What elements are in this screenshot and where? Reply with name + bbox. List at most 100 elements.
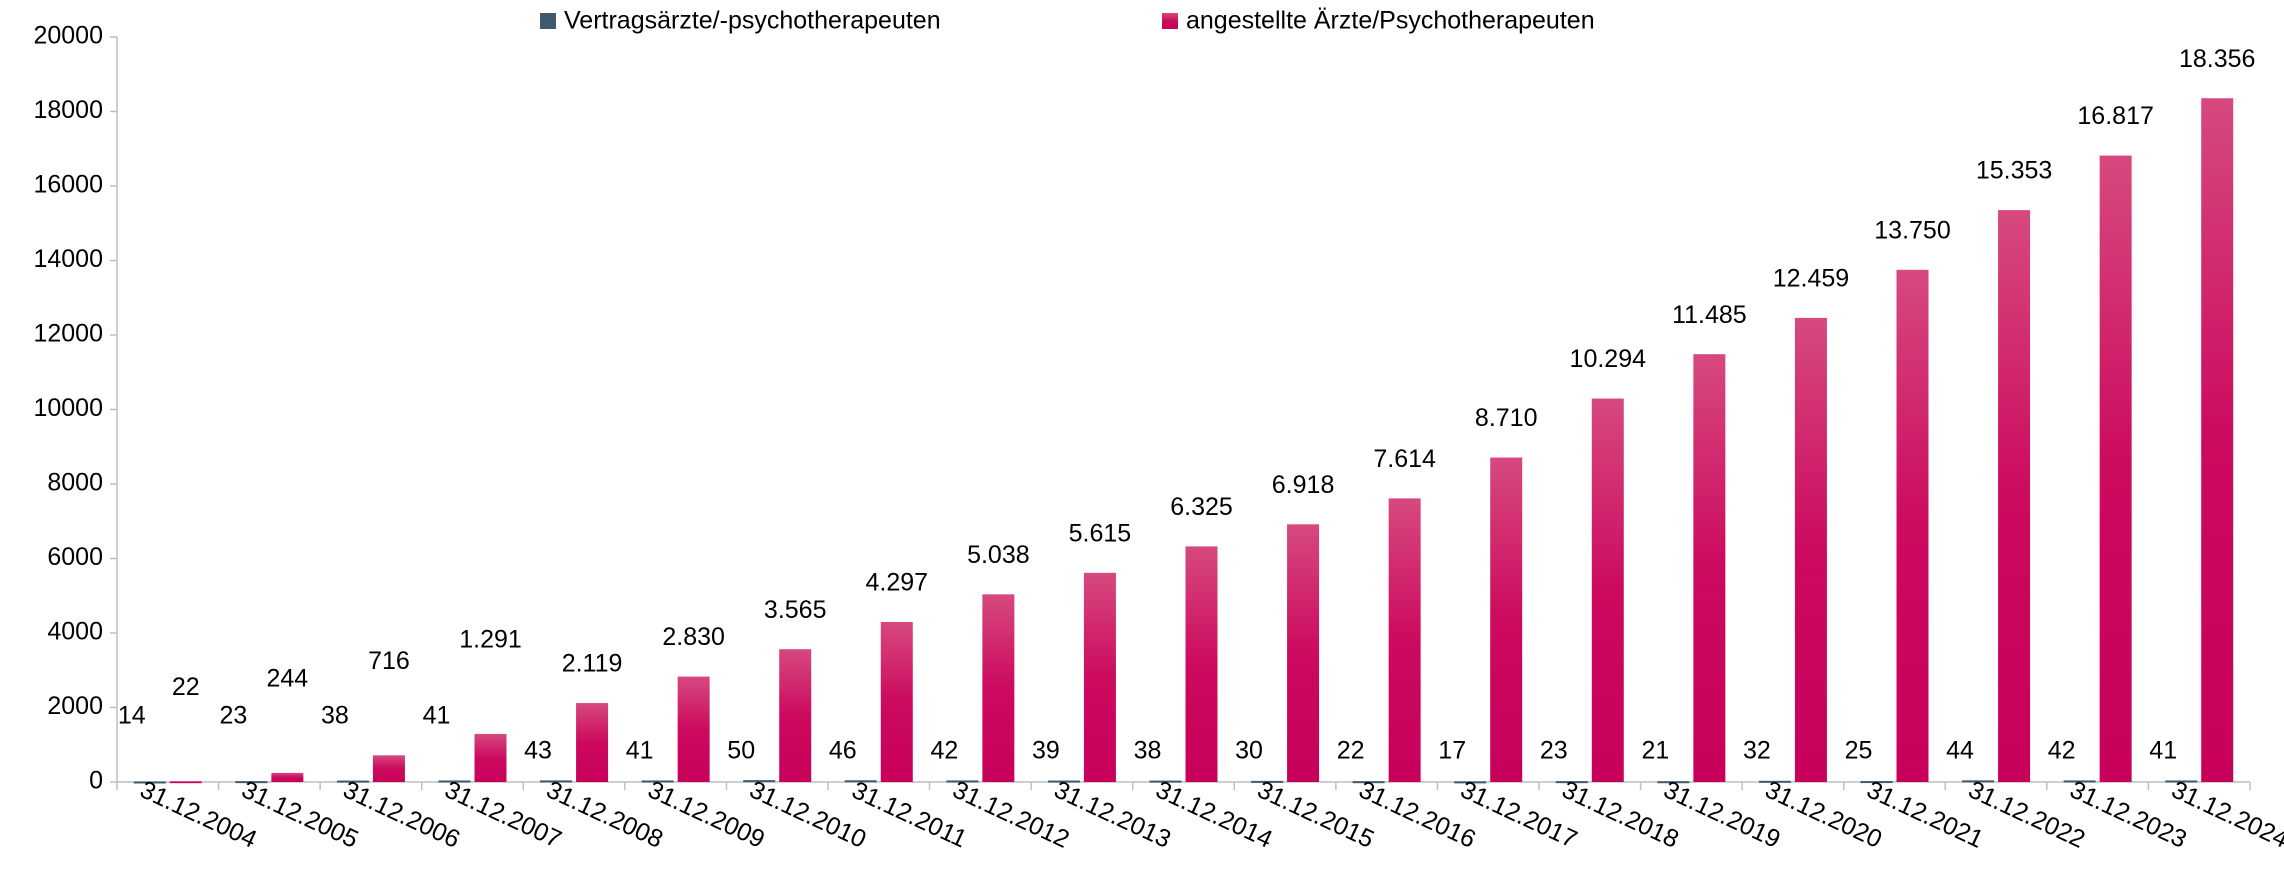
y-tick-label: 10000	[33, 394, 103, 422]
bar	[1998, 210, 2031, 782]
bar	[271, 772, 304, 782]
x-tick-label: 31.12.2024	[2167, 776, 2284, 854]
bar	[2165, 780, 2198, 783]
bar	[844, 780, 877, 783]
bar	[1555, 781, 1588, 784]
legend: Vertragsärzte/-psychotherapeuten angestel…	[540, 7, 1595, 35]
data-label: 8.710	[1475, 404, 1538, 432]
y-tick-label: 18000	[33, 96, 103, 124]
x-tick-label: 31.12.2009	[644, 776, 769, 854]
data-label: 38	[1134, 737, 1162, 765]
data-label: 6.918	[1272, 471, 1335, 499]
y-tick-label: 4000	[47, 618, 103, 646]
bar	[1083, 572, 1116, 782]
data-label: 5.615	[1069, 519, 1132, 547]
bar	[336, 780, 369, 783]
y-tick-label: 6000	[47, 543, 103, 571]
x-tick-label: 31.12.2016	[1355, 776, 1480, 854]
x-tick-label: 31.12.2005	[237, 776, 362, 854]
bar	[1149, 780, 1182, 783]
x-tick-label: 31.12.2018	[1558, 776, 1683, 854]
bar	[1962, 780, 1995, 783]
data-label: 32	[1743, 737, 1771, 765]
data-label: 6.325	[1170, 493, 1233, 521]
bar	[540, 780, 573, 783]
bar	[1860, 781, 1893, 784]
bar	[779, 649, 812, 782]
data-label: 17	[1438, 737, 1466, 765]
data-label: 2.119	[562, 650, 623, 678]
data-label: 41	[626, 737, 654, 765]
data-label: 41	[423, 702, 451, 730]
data-label: 41	[2149, 737, 2177, 765]
bar	[1657, 781, 1690, 784]
data-label: 16.817	[2077, 102, 2153, 130]
x-tick-label: 31.12.2013	[1050, 776, 1175, 854]
legend-label: angestellte Ärzte/Psychotherapeuten	[1186, 7, 1595, 35]
bar	[1490, 457, 1523, 782]
data-label: 14	[118, 702, 146, 730]
y-tick-label: 8000	[47, 469, 103, 497]
data-label: 21	[1641, 737, 1669, 765]
x-tick-label: 31.12.2007	[440, 776, 565, 854]
data-label: 50	[727, 737, 755, 765]
data-label: 7.614	[1373, 445, 1436, 473]
x-tick-label: 31.12.2006	[339, 776, 464, 854]
y-tick-label: 14000	[33, 245, 103, 273]
data-label: 43	[524, 737, 552, 765]
bar	[1287, 524, 1320, 782]
data-label: 46	[829, 737, 857, 765]
data-label: 22	[1337, 737, 1365, 765]
data-label: 22	[172, 673, 200, 701]
data-label: 25	[1845, 737, 1873, 765]
bar	[880, 621, 913, 782]
legend-label: Vertragsärzte/-psychotherapeuten	[564, 7, 941, 35]
data-label: 44	[1946, 737, 1974, 765]
bar	[1896, 269, 1929, 782]
bar	[743, 780, 776, 783]
x-tick-label: 31.12.2020	[1761, 776, 1886, 854]
bar	[576, 703, 609, 782]
legend-swatch	[1162, 13, 1178, 29]
data-label: 23	[219, 702, 247, 730]
data-label: 13.750	[1874, 216, 1950, 244]
data-label: 15.353	[1976, 157, 2052, 185]
data-label: 4.297	[866, 569, 929, 597]
x-tick-label: 31.12.2022	[1964, 776, 2089, 854]
legend-swatch	[540, 13, 556, 29]
x-tick-label: 31.12.2017	[1456, 776, 1581, 854]
bar	[1251, 780, 1284, 783]
data-label: 30	[1235, 737, 1263, 765]
bar	[946, 780, 979, 783]
bar	[169, 781, 202, 784]
x-tick-label: 31.12.2019	[1659, 776, 1784, 854]
bar	[641, 780, 674, 783]
bar	[1388, 498, 1421, 782]
x-tick-label: 31.12.2008	[542, 776, 667, 854]
bar	[2201, 98, 2234, 782]
bar	[677, 676, 710, 782]
bar	[1591, 398, 1624, 782]
bar	[2099, 155, 2132, 782]
y-tick-label: 20000	[33, 22, 103, 50]
x-tick-label: 31.12.2004	[136, 776, 261, 854]
data-label: 23	[1540, 737, 1568, 765]
x-tick-label: 31.12.2014	[1151, 776, 1276, 854]
y-tick-label: 0	[89, 767, 103, 795]
bar	[1047, 780, 1080, 783]
bar	[1352, 781, 1385, 784]
x-tick-label: 31.12.2010	[745, 776, 870, 854]
data-label: 3.565	[764, 596, 827, 624]
bar	[438, 780, 471, 783]
y-tick-label: 16000	[33, 171, 103, 199]
bar	[235, 781, 268, 784]
data-label: 39	[1032, 737, 1060, 765]
data-label: 11.485	[1672, 301, 1747, 329]
bar	[1693, 354, 1726, 782]
bar	[1758, 780, 1791, 783]
bar	[372, 755, 405, 782]
data-label: 5.038	[967, 541, 1030, 569]
y-tick-label: 2000	[47, 692, 103, 720]
data-label: 12.459	[1773, 265, 1849, 293]
